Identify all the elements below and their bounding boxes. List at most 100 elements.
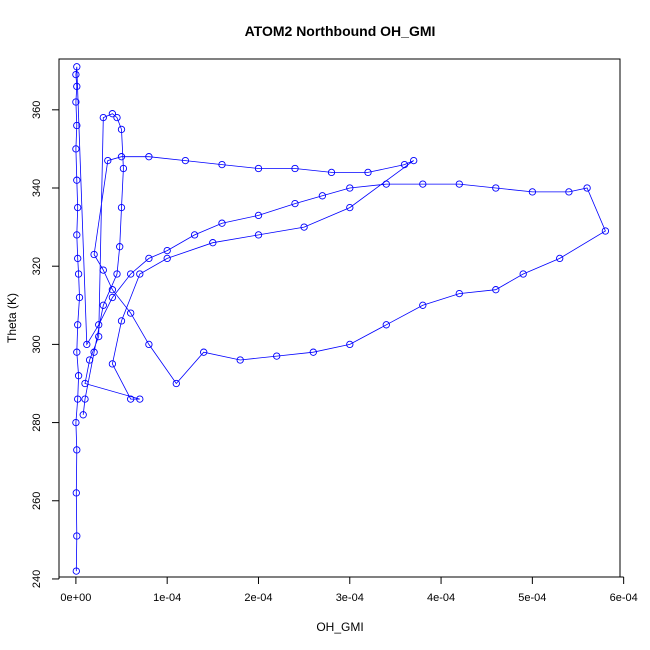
- data-point: [74, 395, 82, 403]
- data-point: [400, 160, 409, 169]
- data-point: [73, 532, 81, 540]
- y-tick-label: 280: [31, 413, 43, 431]
- data-point: [72, 98, 80, 106]
- series-points: [72, 63, 610, 575]
- data-point: [116, 243, 124, 251]
- data-point: [565, 188, 573, 196]
- data-point: [108, 286, 117, 294]
- data-point: [72, 489, 80, 497]
- data-point: [419, 301, 427, 309]
- x-axis-label: OH_GMI: [316, 620, 363, 634]
- data-point: [108, 110, 117, 118]
- data-point: [273, 352, 281, 360]
- data-point: [74, 254, 82, 263]
- series-lines: [75, 66, 606, 572]
- data-point: [73, 63, 81, 71]
- y-tick-label: 320: [31, 257, 43, 275]
- data-point: [72, 418, 80, 427]
- data-point: [291, 164, 299, 173]
- data-point: [95, 321, 103, 329]
- data-point: [163, 254, 171, 263]
- data-point: [73, 446, 81, 454]
- data-point: [72, 145, 80, 153]
- data-point: [73, 176, 81, 184]
- data-point: [382, 321, 390, 329]
- data-point: [346, 203, 354, 212]
- x-tick-label: 3e-04: [336, 592, 364, 604]
- data-point: [300, 223, 308, 231]
- y-axis: 240 260 280 300 320 340 360: [31, 101, 60, 588]
- data-point: [90, 348, 98, 356]
- data-point: [127, 270, 135, 278]
- y-tick-label: 300: [31, 335, 43, 353]
- data-point: [382, 180, 390, 188]
- series-line: [75, 66, 606, 572]
- data-point: [73, 231, 81, 239]
- data-point: [117, 317, 126, 325]
- data-point: [455, 289, 463, 298]
- data-point: [74, 203, 82, 212]
- x-tick-label: 4e-04: [427, 592, 455, 604]
- y-tick-label: 260: [31, 492, 43, 510]
- data-point: [455, 180, 463, 188]
- x-axis: 0e+00 1e-04 2e-04 3e-04 4e-04 5e-04 6e-04: [60, 576, 638, 604]
- x-tick-label: 2e-04: [244, 592, 272, 604]
- data-point: [99, 266, 107, 274]
- data-point: [254, 231, 263, 239]
- plot-frame: [58, 58, 621, 578]
- data-point: [73, 121, 81, 130]
- data-point: [79, 411, 87, 419]
- data-point: [172, 379, 180, 388]
- data-point: [72, 567, 80, 575]
- data-point: [117, 153, 126, 161]
- data-point: [528, 188, 537, 196]
- data-point: [127, 395, 135, 403]
- data-point: [346, 184, 354, 192]
- y-axis-label: Theta (K): [5, 293, 19, 343]
- data-point: [254, 164, 263, 173]
- data-point: [410, 156, 418, 165]
- data-point: [113, 113, 121, 122]
- data-point: [85, 356, 94, 364]
- y-tick-label: 240: [31, 570, 43, 588]
- data-point: [364, 168, 372, 177]
- data-point: [119, 164, 128, 173]
- y-tick-label: 340: [31, 179, 43, 197]
- data-point: [95, 332, 103, 341]
- data-point: [209, 239, 217, 247]
- data-point: [83, 340, 91, 349]
- data-point: [74, 372, 83, 380]
- x-tick-label: 6e-04: [610, 592, 638, 604]
- data-point: [81, 395, 89, 403]
- data-point: [104, 156, 112, 165]
- data-point: [81, 379, 89, 388]
- data-point: [200, 348, 208, 356]
- data-point: [73, 82, 81, 91]
- data-point: [117, 125, 126, 134]
- data-point: [136, 395, 144, 403]
- data-point: [181, 156, 190, 165]
- data-point: [318, 192, 327, 200]
- data-point: [108, 293, 117, 302]
- data-point: [327, 168, 336, 177]
- data-point: [99, 113, 107, 122]
- data-point: [90, 250, 98, 259]
- data-point: [117, 203, 126, 212]
- x-tick-label: 5e-04: [518, 592, 546, 604]
- data-point: [291, 199, 299, 208]
- data-point: [145, 153, 153, 161]
- data-point: [601, 227, 610, 235]
- data-point: [218, 219, 226, 227]
- chart-title: ATOM2 Northbound OH_GMI: [245, 23, 436, 39]
- data-point: [99, 301, 107, 309]
- data-point: [145, 340, 153, 349]
- data-point: [218, 160, 226, 169]
- y-tick-label: 360: [31, 101, 43, 119]
- data-point: [75, 293, 84, 302]
- data-point: [556, 254, 564, 263]
- data-point: [190, 231, 199, 239]
- data-point: [492, 184, 500, 192]
- data-point: [74, 321, 82, 329]
- data-point: [583, 184, 591, 192]
